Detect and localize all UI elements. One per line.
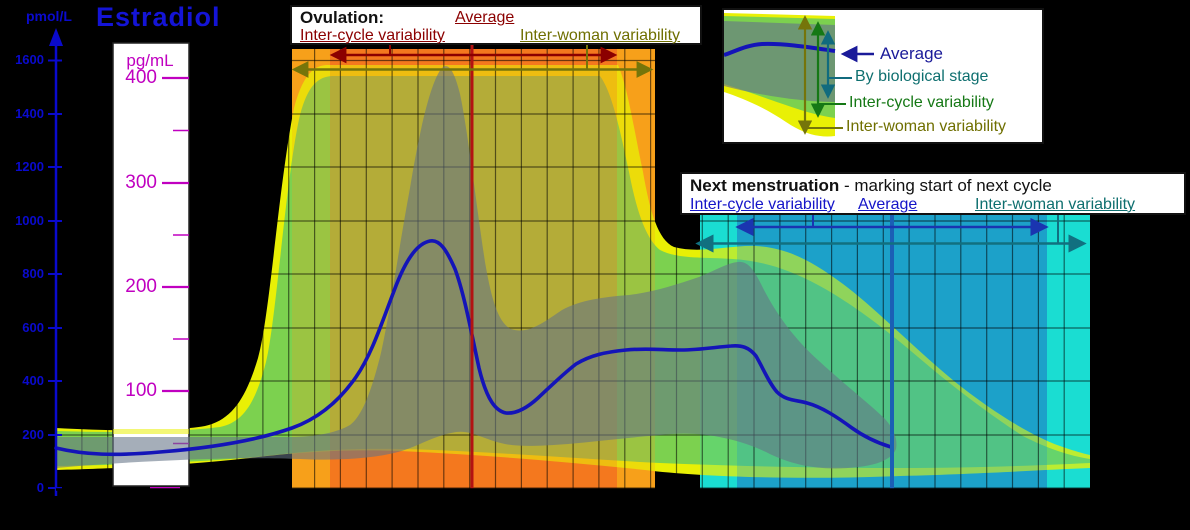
next-menstruation-inter-woman-arrow [695,215,1087,253]
next-menstruation-inter-woman-label: Inter-woman variability [975,196,1136,213]
band-legend-mini-chart [724,13,874,137]
pmol-tick-1600: 1600 [15,52,44,67]
ovulation-inter-woman-label: Inter-woman variability [520,27,681,44]
next-menstruation-heading: Next menstruation - marking start of nex… [690,176,1052,196]
pg-axis-unit: pg/mL [126,51,174,70]
next-menstruation-heading-rest: - marking start of next cycle [839,176,1052,195]
pmol-axis-unit: pmol/L [26,8,72,24]
biological-stage-band [56,66,897,469]
plot-frame [56,59,1098,491]
ovulation-average-label: Average [455,9,515,26]
pmol-tick-0: 0 [36,480,44,495]
pmol-tick-1000: 1000 [15,213,44,228]
pmol-tick-200: 200 [22,427,44,442]
pmol-tick-1400: 1400 [15,106,44,121]
ovulation-legend-heading: Ovulation: [300,8,385,27]
pmol-tick-400: 400 [22,373,44,388]
inset-inter-cycle-label: Inter-cycle variability [849,94,994,111]
pg-tick-400: 400 [125,67,157,88]
pmol-tick-1200: 1200 [15,159,44,174]
pg-tick-100: 100 [125,380,157,401]
ovulation-inter-woman-arrow [291,45,654,78]
inset-stage-label: By biological stage [855,68,989,85]
next-menstruation-inter-cycle-arrow [735,215,1049,237]
chart-title: Estradiol [96,2,221,32]
average-line [54,239,893,457]
pmol-axis [48,28,63,496]
ovulation-legend: Ovulation: Average Inter-cycle variabili… [290,5,702,45]
ovulation-inter-cycle-arrow [329,45,618,64]
inset-inter-woman-label: Inter-woman variability [846,118,1007,135]
pmol-tick-600: 600 [22,320,44,335]
pg-scale-box [112,42,190,490]
pg-tick-300: 300 [125,172,157,193]
next-menstruation-inter-cycle-label: Inter-cycle variability [690,196,835,213]
next-menstruation-average-label: Average [858,196,918,213]
next-menstruation-legend: Next menstruation - marking start of nex… [680,172,1186,215]
ovulation-inter-cycle-label: Inter-cycle variability [300,27,445,44]
next-menstruation-heading-bold: Next menstruation [690,176,840,195]
pg-tick-200: 200 [125,276,157,297]
band-legend-inset: Average By biological stage Inter-cycle … [722,8,1044,144]
pmol-tick-800: 800 [22,266,44,281]
inset-average-label: Average [880,44,944,63]
